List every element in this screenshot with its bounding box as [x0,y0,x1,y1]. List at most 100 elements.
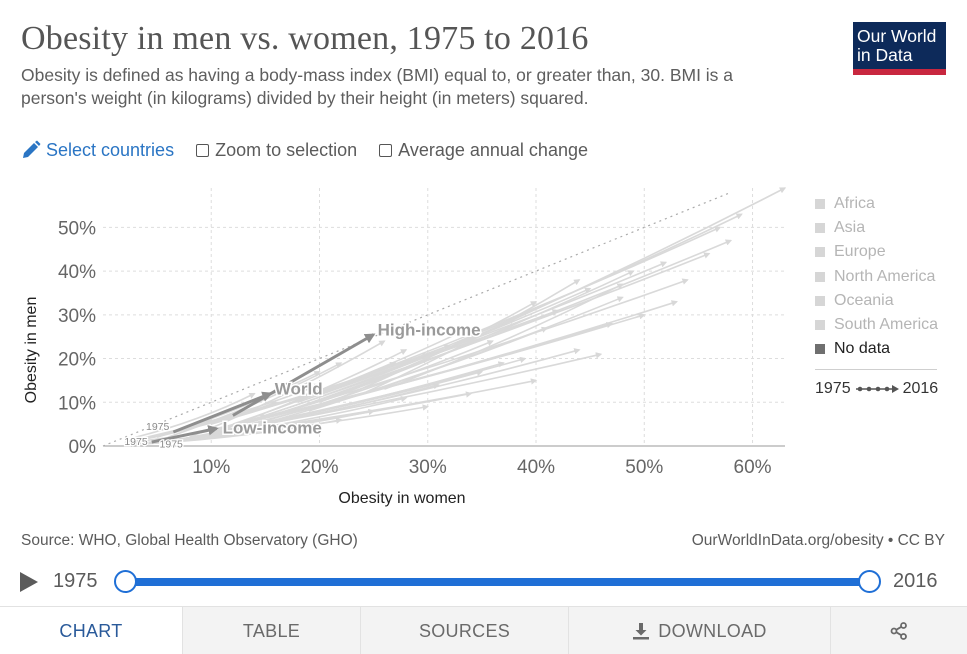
start-year-label: 1975 [124,436,148,448]
legend-item[interactable]: South America [815,313,955,337]
logo-line-2: in Data [857,45,913,65]
y-tick-label: 0% [69,437,97,458]
country-lines [124,187,787,445]
y-tick-label: 50% [58,218,96,239]
play-icon[interactable] [20,572,38,592]
legend-label: Asia [834,219,866,237]
legend-time-key: 1975 2016 [815,380,955,398]
country-line [135,392,256,439]
legend-label: Europe [834,243,886,261]
chart-subtitle: Obesity is defined as having a body-mass… [21,65,734,108]
y-axis-ticks: 0% 10% 20% 30% 40% 50% [58,218,96,458]
start-year-label: 1975 [146,421,170,433]
select-countries-button[interactable]: Select countries [21,140,174,161]
zoom-to-selection-label: Zoom to selection [215,139,358,160]
legend-item[interactable]: Africa [815,192,955,216]
timeline: 1975 2016 [0,566,967,598]
x-axis-ticks: 10% 20% 30% 40% 50% 60% [192,457,771,478]
highlight-line [172,391,273,434]
country-line [243,278,689,425]
pencil-icon [23,140,41,158]
x-tick-label: 20% [300,457,338,478]
legend-swatch [815,271,825,282]
x-tick-label: 30% [409,457,447,478]
x-tick-label: 40% [517,457,555,478]
checkbox-icon [196,143,210,157]
legend-swatch [815,223,825,234]
series-label: Low-income [223,419,322,438]
legend-item[interactable]: No data [815,337,955,361]
owid-logo[interactable]: Our World in Data [853,22,946,75]
legend-time-end: 2016 [902,380,939,398]
legend-item[interactable]: Europe [815,240,955,264]
x-axis-label: Obesity in women [338,490,465,507]
x-tick-label: 50% [625,457,663,478]
tab-download[interactable]: DOWNLOAD [568,607,830,654]
timeline-end-label: 2016 [893,570,938,592]
highlight-line [232,333,376,417]
series-label: World [275,380,323,399]
credit-link[interactable]: OurWorldInData.org/obesity • CC BY [691,532,945,549]
country-line [286,239,733,412]
y-tick-label: 30% [58,306,96,327]
country-line [232,300,678,430]
legend-divider [815,369,937,371]
legend-label: No data [834,340,891,358]
timeline-start-label: 1975 [53,570,98,592]
reference-line [102,191,732,447]
country-line [384,283,624,390]
legend-swatch [815,344,825,355]
start-year-label: 1975 [160,438,184,450]
country-line [124,426,235,445]
legend-item[interactable]: North America [815,265,955,289]
chart-title: Obesity in men vs. women, 1975 to 2016 [21,20,589,57]
share-button[interactable] [830,607,967,654]
legend-swatch [815,295,825,306]
timeline-end-handle[interactable] [858,570,881,593]
tab-table[interactable]: TABLE [182,607,360,654]
x-tick-label: 60% [734,457,772,478]
download-icon [633,623,650,640]
timeline-track[interactable] [125,578,870,586]
timeline-start-handle[interactable] [114,570,137,593]
legend-swatch [815,199,825,210]
tab-sources-label: SOURCES [418,620,511,641]
y-tick-label: 40% [58,262,96,283]
legend-item[interactable]: Asia [815,216,955,240]
arrow-dots-icon [855,385,899,394]
highlight-line [151,425,219,444]
tab-download-label: DOWNLOAD [658,620,767,641]
legend-label: Africa [834,195,875,213]
country-line [211,309,559,425]
tab-chart[interactable]: CHART [0,607,182,654]
logo-bar [853,69,946,75]
legend-swatch [815,247,825,258]
country-line [178,352,603,441]
country-line [362,279,581,395]
checkbox-icon [379,143,393,157]
y-tick-label: 20% [58,350,96,371]
tab-chart-label: CHART [59,620,123,641]
legend: Africa Asia Europe North America Oceania Sout… [815,192,955,398]
share-icon [890,622,907,640]
highlighted-lines: High-income World 1975 Low-income 1975 1975 [123,319,482,452]
average-annual-change-checkbox[interactable]: Average annual change [379,140,588,161]
y-tick-label: 10% [58,393,96,414]
legend-swatch [815,320,825,331]
zoom-to-selection-checkbox[interactable]: Zoom to selection [196,140,357,161]
country-line [319,300,538,408]
legend-label: South America [834,316,939,334]
source-note: Source: WHO, Global Health Observatory (… [21,532,358,549]
average-annual-change-label: Average annual change [398,139,588,160]
tab-sources[interactable]: SOURCES [360,607,568,654]
grid-lines [103,188,785,447]
logo-line-1: Our World [857,26,937,46]
tab-bar: CHART TABLE SOURCES DOWNLOAD [0,606,967,654]
legend-time-start: 1975 [815,380,851,398]
chart-controls: Select countries Zoom to selection Avera… [21,138,610,162]
country-line [405,187,787,369]
x-tick-label: 10% [192,457,230,478]
legend-item[interactable]: Oceania [815,289,955,313]
legend-label: Oceania [834,291,894,309]
legend-label: North America [834,267,936,285]
